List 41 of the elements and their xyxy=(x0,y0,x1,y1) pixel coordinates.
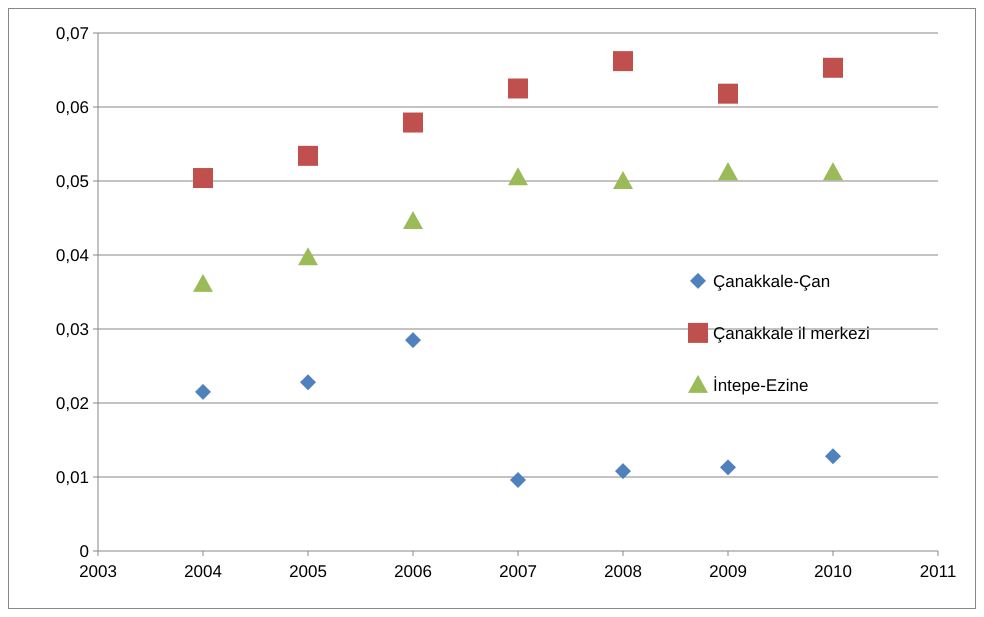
point xyxy=(195,384,211,400)
y-tick-label: 0,03 xyxy=(56,320,89,339)
y-tick-label: 0,05 xyxy=(56,172,89,191)
y-tick-label: 0,04 xyxy=(56,246,89,265)
point xyxy=(193,168,213,188)
point xyxy=(720,459,736,476)
x-tick-label: 2008 xyxy=(604,562,642,581)
point xyxy=(508,167,528,186)
x-tick-label: 2010 xyxy=(814,562,852,581)
point xyxy=(405,332,421,348)
y-tick-label: 0,07 xyxy=(56,24,89,43)
point xyxy=(510,472,526,488)
x-tick-label: 2007 xyxy=(499,562,537,581)
point xyxy=(613,171,633,189)
y-tick-label: 0,01 xyxy=(56,468,89,487)
point xyxy=(615,463,631,480)
x-tick-label: 2004 xyxy=(184,562,222,581)
y-tick-label: 0,02 xyxy=(56,394,89,413)
x-tick-label: 2006 xyxy=(394,562,432,581)
point xyxy=(508,78,528,98)
legend-label: Çanakkale il merkezi xyxy=(713,324,870,343)
point xyxy=(718,84,738,104)
point xyxy=(718,162,738,180)
legend-label: İntepe-Ezine xyxy=(713,376,808,395)
x-tick-label: 2011 xyxy=(920,562,956,581)
point xyxy=(613,51,633,72)
point xyxy=(823,162,843,180)
point xyxy=(403,210,423,229)
x-tick-label: 2003 xyxy=(79,562,117,581)
point xyxy=(298,146,318,166)
y-tick-label: 0,06 xyxy=(56,98,89,117)
legend-label: Çanakkale-Çan xyxy=(713,272,830,291)
point xyxy=(298,247,318,266)
x-tick-label: 2009 xyxy=(709,562,747,581)
point xyxy=(193,274,213,292)
point xyxy=(403,112,423,133)
point xyxy=(823,58,843,78)
x-tick-label: 2005 xyxy=(289,562,327,581)
y-tick-label: 0 xyxy=(80,542,89,561)
point xyxy=(300,374,316,390)
point xyxy=(825,448,841,464)
